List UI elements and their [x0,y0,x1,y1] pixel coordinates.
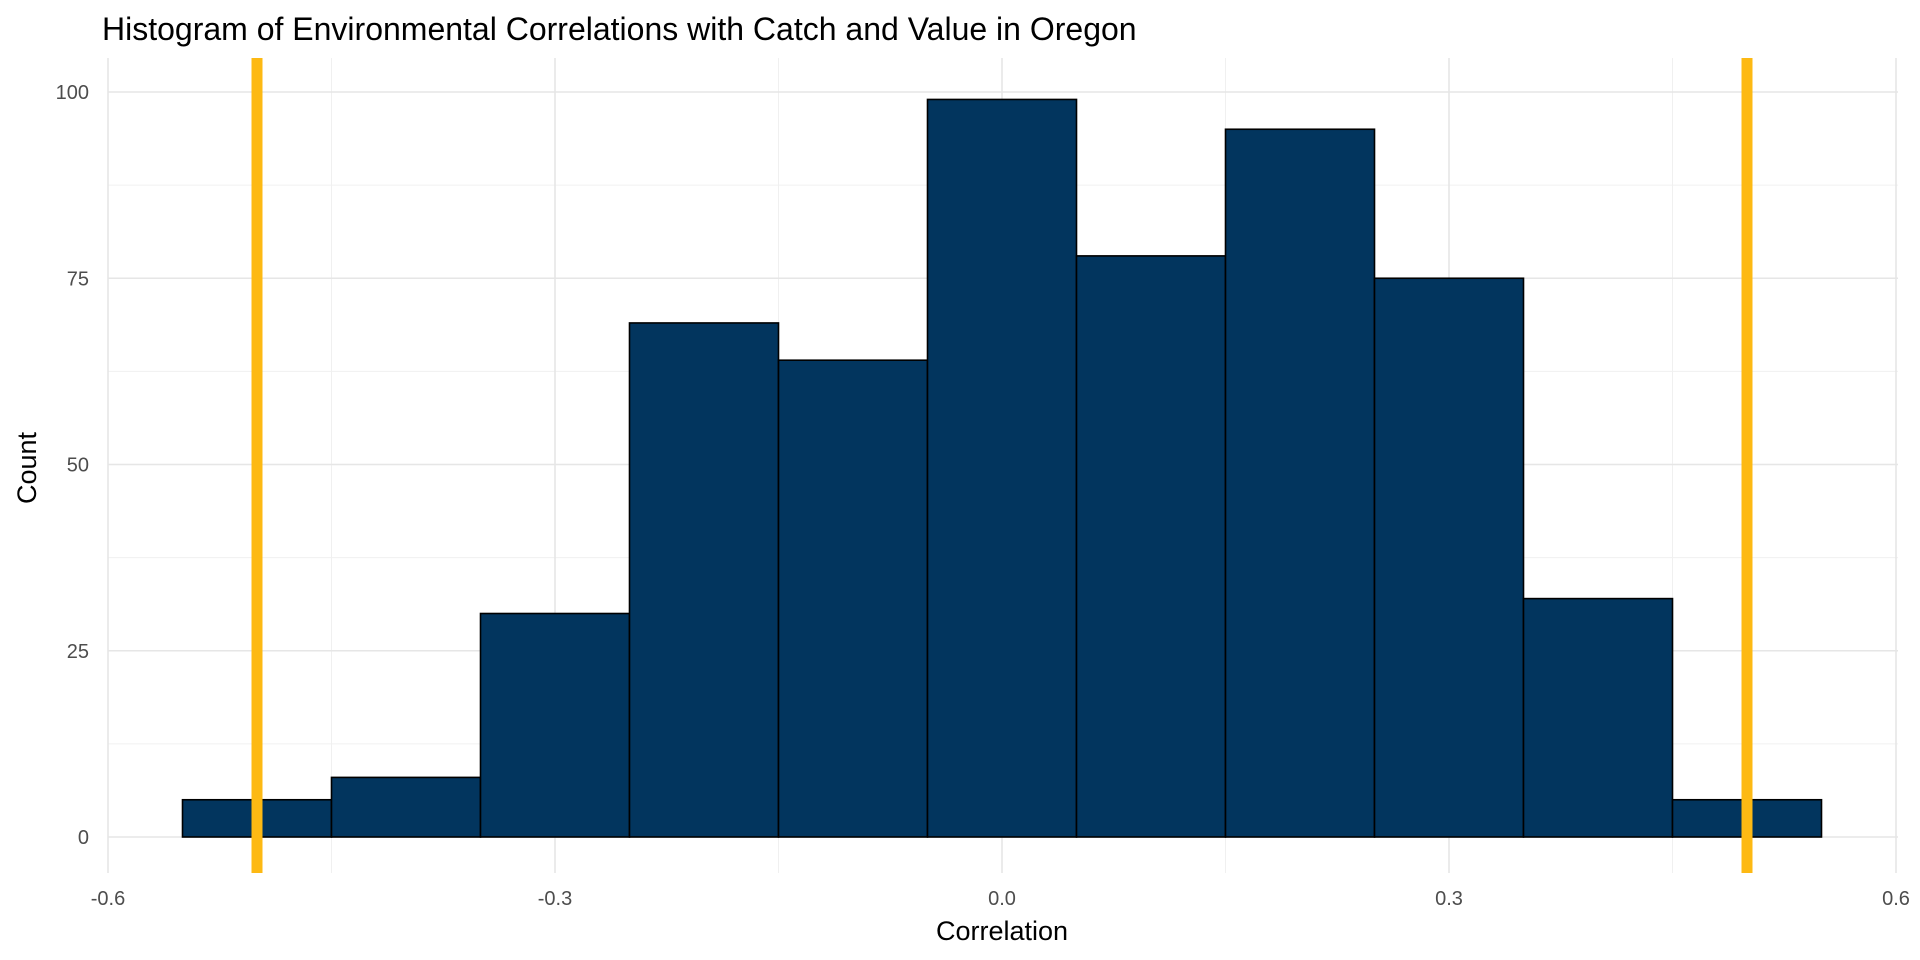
x-axis-ticks: -0.6 -0.3 0.0 0.3 0.6 [91,888,1910,910]
histogram-bar [330,776,482,838]
x-tick-label: 0.6 [1882,888,1910,910]
y-tick-label: 75 [67,268,89,290]
y-tick-label: 50 [67,455,89,477]
x-tick-label: -0.6 [91,888,125,910]
y-tick-label: 100 [56,82,89,104]
histogram-bar [628,322,780,838]
x-tick-label: 0.3 [1435,888,1463,910]
chart-title: Histogram of Environmental Correlations … [102,11,1137,47]
x-tick-label: -0.3 [538,888,572,910]
histogram-bar [1373,277,1525,838]
y-axis-title: Count [12,431,42,504]
x-tick-label: 0.0 [988,888,1016,910]
histogram-bar [1522,597,1674,838]
histogram-bar [1075,255,1227,838]
histogram-bar [1224,128,1376,838]
y-axis-ticks: 0 25 50 75 100 [56,82,89,849]
histogram-bar [777,359,929,838]
histogram-bar [479,612,631,838]
x-axis-title: Correlation [936,916,1068,946]
reference-lines-layer [251,58,1753,873]
histogram-bar [926,98,1078,838]
bars-layer [181,98,1823,838]
y-tick-label: 25 [67,641,89,663]
y-tick-label: 0 [78,827,89,849]
